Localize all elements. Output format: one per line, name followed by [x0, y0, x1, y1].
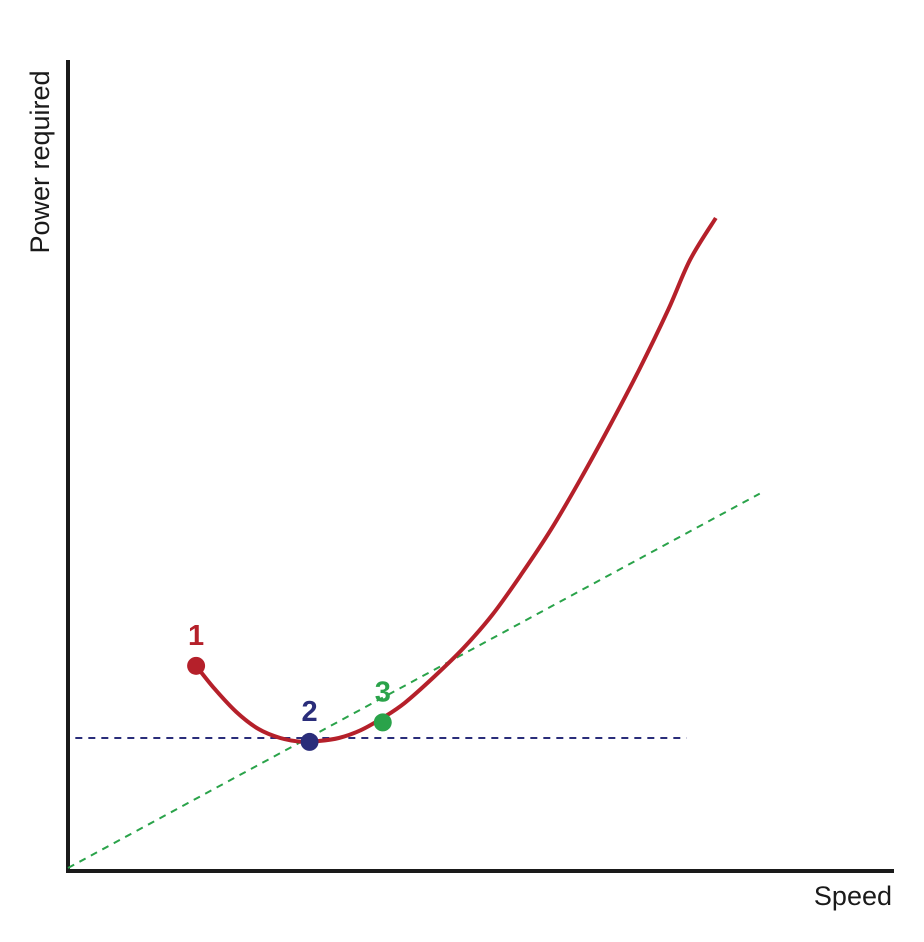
plot-area: 1 2 3 [67, 216, 761, 869]
tangent-dashed-line [67, 492, 761, 869]
point-3-label: 3 [375, 676, 391, 708]
point-2-marker [300, 732, 319, 751]
x-axis-label: Speed [814, 881, 892, 911]
point-1-marker [187, 656, 206, 675]
point-3-marker [373, 713, 392, 732]
power-curve-line [194, 216, 718, 745]
point-2-label: 2 [301, 696, 317, 728]
point-1-label: 1 [188, 620, 204, 652]
y-axis-label: Power required [25, 70, 55, 253]
